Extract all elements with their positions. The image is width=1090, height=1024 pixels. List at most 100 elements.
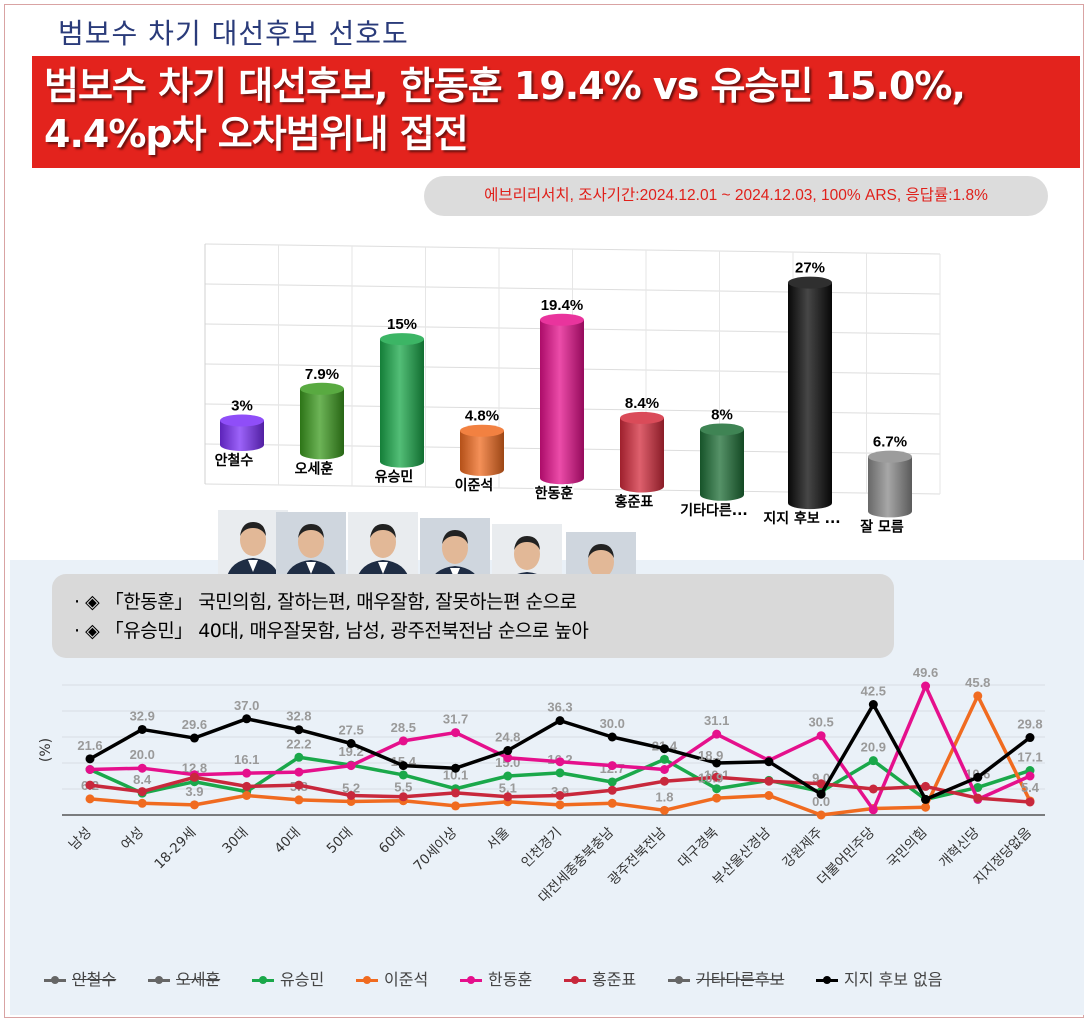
data-point (1025, 797, 1035, 807)
x-tick-label: 50대 (324, 825, 356, 857)
data-point (816, 731, 826, 741)
data-label: 30.5 (808, 715, 833, 730)
data-point (712, 772, 722, 782)
legend-swatch-icon (252, 976, 274, 984)
bar-data-label: 3% (231, 398, 253, 415)
data-label: 21.6 (77, 738, 102, 753)
data-point (294, 752, 304, 762)
data-label: 3.9 (185, 784, 203, 799)
data-label: 29.6 (182, 717, 207, 732)
legend-item[interactable]: 홍준표 (564, 966, 636, 990)
data-point (555, 768, 565, 778)
bar-body (220, 420, 264, 451)
legend-item[interactable]: 기타다른후보 (668, 966, 784, 990)
data-label: 17.1 (1017, 750, 1042, 765)
bar-data-label: 7.9% (305, 366, 339, 383)
data-point (607, 798, 617, 808)
data-point (764, 791, 774, 800)
portrait-icon (348, 512, 418, 582)
candidate-photo (276, 512, 346, 582)
bar-지지 후보 ...: 27% 지지 후보 ... (762, 260, 842, 529)
data-point (607, 785, 617, 795)
bar-body (700, 429, 744, 501)
data-point (868, 700, 878, 709)
bar-top (700, 423, 744, 436)
data-point (346, 739, 356, 748)
data-label: 31.7 (443, 712, 468, 727)
note-1: · ◈ 「한동훈」 국민의힘, 잘하는편, 매우잘함, 잘못하는편 순으로 (74, 591, 577, 613)
note-2: · ◈ 「유승민」 40대, 매우잘못함, 남성, 광주전북전남 순으로 높아 (74, 620, 589, 642)
data-point (973, 772, 983, 782)
data-point (503, 753, 513, 763)
data-label: 30.0 (600, 716, 625, 731)
survey-source-pill: 에브리리서치, 조사기간:2024.12.01 ~ 2024.12.03, 10… (424, 176, 1048, 216)
x-tick-label: 70세이상 (411, 825, 461, 875)
data-label: 1.8 (655, 789, 673, 804)
legend-item[interactable]: 한동훈 (460, 966, 532, 990)
data-label: 20.9 (861, 740, 886, 755)
bar-유승민: 15% 유승민 (373, 316, 424, 487)
data-label: 8.4 (133, 772, 152, 787)
legend-item[interactable]: 유승민 (252, 966, 324, 990)
data-point (189, 733, 199, 743)
data-point (659, 776, 669, 786)
headline-line-2: 4.4%p차 오차범위내 접전 (44, 112, 469, 156)
bar-category-label: 기타다른... (680, 503, 747, 519)
data-point (764, 776, 774, 786)
legend-item[interactable]: 오세훈 (148, 966, 220, 990)
data-point (555, 716, 565, 726)
data-point (451, 763, 461, 773)
x-tick-label: 40대 (271, 825, 303, 857)
data-point (973, 691, 983, 701)
data-point (242, 781, 252, 791)
x-tick-label: 18-29세 (151, 825, 199, 873)
bar-body (460, 430, 504, 476)
data-point (137, 798, 147, 808)
data-point (555, 757, 565, 767)
data-label: 5.1 (499, 781, 517, 796)
data-point (607, 761, 617, 771)
legend-swatch-icon (460, 976, 482, 984)
bar-chart: 3% 안철수 7.9% 오세훈 15% 유승민 4.8% 이준석 19.4% 한동훈 8.4% 홍준표… (204, 243, 941, 537)
data-point (137, 763, 147, 773)
legend-item[interactable]: 지지 후보 없음 (816, 966, 943, 990)
bar-category-label: 잘 모름 (860, 519, 904, 535)
line-chart-legend: 안철수 오세훈 유승민 이준석 한동훈 홍준표 기타다른후보 지지 후보 없음 (44, 962, 1044, 992)
bar-홍준표: 8.4% 홍준표 (613, 395, 664, 512)
data-point (451, 788, 461, 798)
bar-이준석: 4.8% 이준석 (453, 408, 504, 495)
data-point (242, 768, 252, 778)
x-tick-label: 인천경기 (518, 825, 564, 871)
data-point (398, 761, 408, 771)
page-title: 범보수 차기 대선후보 선호도 (58, 17, 409, 50)
data-point (85, 794, 95, 804)
data-point (503, 746, 513, 756)
data-label: 31.1 (704, 713, 729, 728)
legend-label: 이준석 (384, 970, 429, 989)
data-label: 36.3 (547, 700, 572, 715)
legend-item[interactable]: 이준석 (356, 966, 428, 990)
bar-body (868, 456, 912, 518)
data-label: 10.9 (698, 771, 723, 786)
data-label: 32.9 (130, 708, 155, 723)
data-point (1025, 733, 1035, 743)
bar-잘 모름: 6.7% 잘 모름 (859, 434, 912, 537)
legend-item[interactable]: 안철수 (44, 966, 116, 990)
data-point (137, 787, 147, 797)
data-point (294, 795, 304, 805)
bar-data-label: 8.4% (625, 395, 659, 412)
portrait-icon (276, 512, 346, 582)
bar-category-label: 이준석 (455, 477, 494, 494)
headline-line-1: 범보수 차기 대선후보, 한동훈 19.4% vs 유승민 15.0%, (44, 64, 966, 108)
bar-data-label: 6.7% (873, 434, 907, 451)
data-point (712, 784, 722, 794)
bar-category-label: 지지 후보 ... (763, 511, 840, 527)
data-point (1025, 771, 1035, 781)
data-point (294, 767, 304, 777)
data-label: 12.8 (182, 761, 207, 776)
page-frame (4, 4, 1084, 1018)
analysis-notes: · ◈ 「한동훈」 국민의힘, 잘하는편, 매우잘함, 잘못하는편 순으로 · … (52, 574, 894, 658)
x-tick-label: 서울 (484, 825, 513, 854)
data-point (451, 728, 461, 738)
data-point (973, 793, 983, 803)
